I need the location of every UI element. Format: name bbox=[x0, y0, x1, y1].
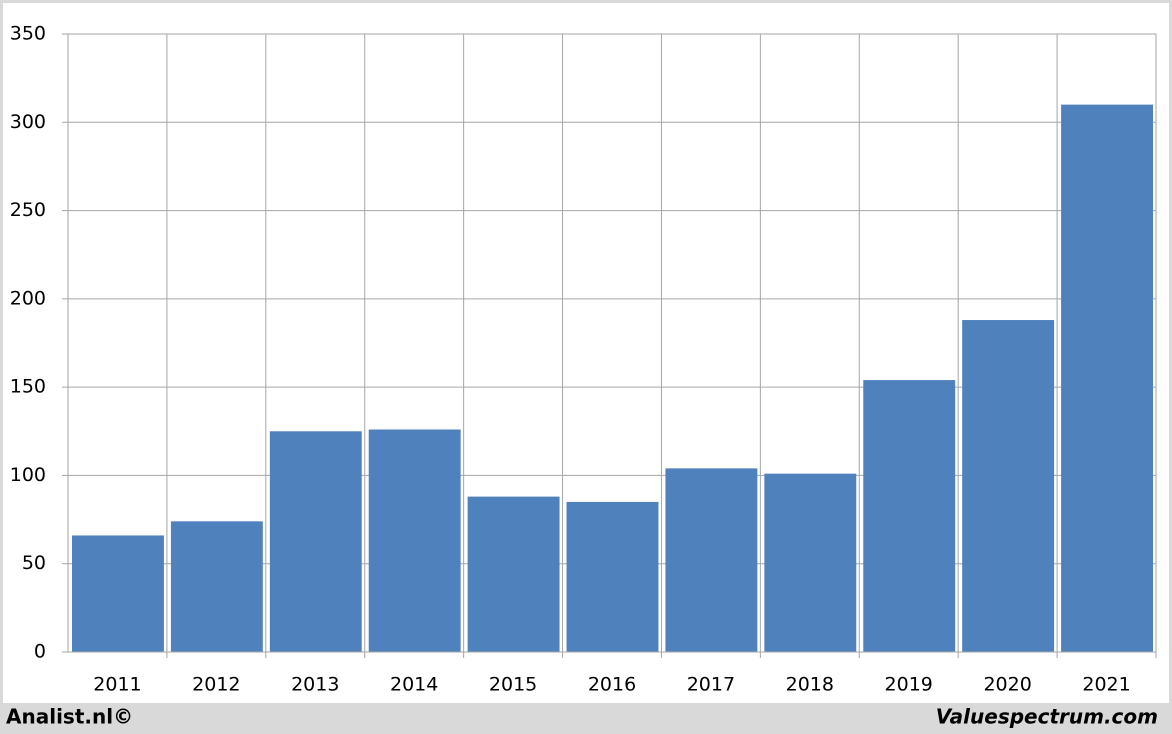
y-tick-label: 50 bbox=[22, 552, 46, 574]
bar bbox=[665, 468, 758, 652]
bar bbox=[863, 380, 956, 652]
bar bbox=[368, 429, 461, 652]
bar bbox=[467, 496, 560, 652]
x-tick-label: 2019 bbox=[885, 674, 933, 696]
bar bbox=[566, 501, 659, 652]
x-tick-label: 2015 bbox=[489, 674, 537, 696]
bar bbox=[1061, 104, 1153, 653]
y-tick-label: 350 bbox=[10, 23, 46, 45]
x-tick-label: 2017 bbox=[687, 674, 735, 696]
x-tick-label: 2020 bbox=[983, 674, 1031, 696]
y-tick-label: 150 bbox=[10, 376, 46, 398]
watermark: Valuespectrum.com bbox=[936, 705, 1158, 729]
x-tick-label: 2018 bbox=[786, 674, 834, 696]
bar bbox=[170, 521, 263, 652]
bar bbox=[72, 535, 164, 652]
x-tick-label: 2013 bbox=[291, 674, 339, 696]
y-tick-label: 300 bbox=[10, 111, 46, 133]
source: Analist.nl© bbox=[6, 705, 133, 729]
bar bbox=[269, 431, 362, 652]
y-tick-label: 0 bbox=[34, 641, 46, 663]
x-tick-label: 2012 bbox=[192, 674, 240, 696]
y-tick-label: 250 bbox=[10, 199, 46, 221]
x-tick-label: 2011 bbox=[93, 674, 141, 696]
bar bbox=[962, 320, 1055, 652]
bar bbox=[764, 473, 857, 652]
y-tick-label: 200 bbox=[10, 287, 46, 309]
x-tick-label: 2021 bbox=[1082, 674, 1130, 696]
x-tick-label: 2014 bbox=[390, 674, 438, 696]
y-tick-label: 100 bbox=[10, 464, 46, 486]
x-tick-label: 2016 bbox=[588, 674, 636, 696]
